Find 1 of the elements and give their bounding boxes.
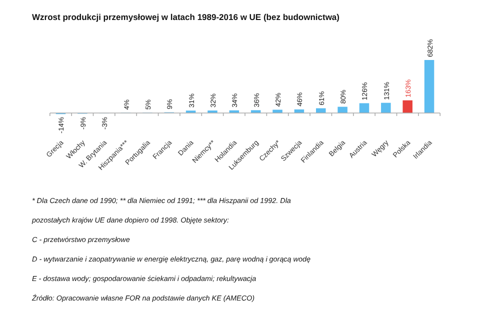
chart-title: Wzrost produkcji przemysłowej w latach 1989-2016 w UE (bez budownictwa) (32, 12, 340, 22)
